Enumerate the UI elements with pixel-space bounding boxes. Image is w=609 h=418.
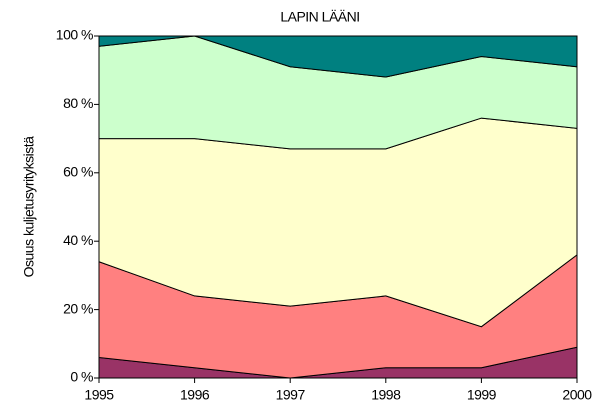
- y-tick-label: 100 %: [56, 27, 93, 43]
- area: [98, 35, 578, 78]
- x-tick-label: 1999: [467, 387, 497, 403]
- x-tick-label: 1998: [371, 387, 401, 403]
- y-tick-label: 80 %: [63, 95, 93, 111]
- y-tick-label: 40 %: [63, 232, 93, 248]
- y-tick-label: 60 %: [63, 164, 93, 180]
- x-tick-label: 1996: [180, 387, 210, 403]
- x-tick-label: 1995: [84, 387, 114, 403]
- y-tick-label: 20 %: [63, 300, 93, 316]
- chart-title: LAPIN LÄÄNI: [280, 9, 359, 25]
- x-tick-label: 1997: [276, 387, 306, 403]
- y-axis-label: Osuus kuljetusyrityksistä: [21, 136, 37, 277]
- x-tick-label: 2000: [562, 387, 592, 403]
- y-tick-label: 0 %: [70, 369, 93, 385]
